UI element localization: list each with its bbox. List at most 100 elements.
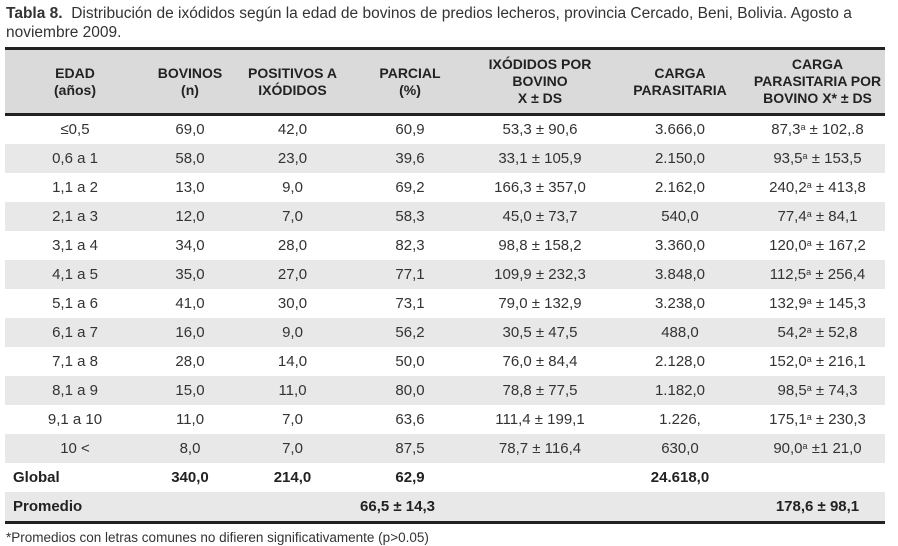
global-bovinos: 340,0 [171, 468, 209, 486]
cell-carga: 2.162,0 [654, 178, 706, 196]
ds-value: ± 84,1 [811, 207, 858, 225]
cell-parcial: 82,3 [395, 236, 425, 254]
table-row: 3,1 a 4 34,0 28,0 82,3 98,8 ± 158,2 3.360,0 12… [5, 231, 885, 260]
cell-positivos: 27,0 [277, 265, 308, 283]
significance-letter: a [806, 411, 812, 422]
cell-edad: 2,1 a 3 [52, 207, 98, 225]
significance-letter: a [806, 237, 812, 248]
cell-parcial: 87,5 [395, 439, 425, 457]
cell-ixodidos: 53,3 ± 90,6 [502, 121, 578, 139]
header-line: BOVINOS [157, 64, 223, 81]
promedio-parcial: 66,5 ± 14,3 [360, 497, 435, 515]
header-line: PARASITARIA [633, 81, 727, 98]
significance-letter: a [802, 440, 808, 451]
cell-ixodidos: 78,8 ± 77,5 [502, 381, 578, 399]
cell-ixodidos: 111,4 ± 199,1 [495, 410, 585, 428]
ds-value: ± 153,5 [807, 149, 862, 167]
header-line: BOVINO X* ± DS [763, 90, 872, 106]
cell-positivos: 9,0 [282, 178, 303, 196]
cell-carga-por-bovino: 152,0a ± 216,1 [750, 347, 885, 376]
cell-parcial: 63,6 [395, 410, 425, 428]
global-carga: 24.618,0 [650, 468, 710, 486]
table-row: 5,1 a 6 41,0 30,0 73,1 79,0 ± 132,9 3.238,0 13… [5, 289, 885, 318]
header-line: (n) [181, 81, 199, 98]
cell-bovinos: 28,0 [175, 352, 205, 370]
header-bovinos: BOVINOS (n) [145, 49, 235, 115]
ds-value: ± 413,8 [811, 178, 866, 196]
cell-carga: 630,0 [661, 439, 699, 457]
ds-value: ± 102,.8 [805, 121, 864, 139]
cell-ixodidos: 76,0 ± 84,4 [502, 352, 578, 370]
table-row: 6,1 a 7 16,0 9,0 56,2 30,5 ± 47,5 488,0 54,2a … [5, 317, 885, 347]
cell-carga-por-bovino: 240,2a ± 413,8 [750, 173, 885, 202]
table-row: 7,1 a 8 28,0 14,0 50,0 76,0 ± 84,4 2.128,0 152… [5, 347, 885, 376]
cell-positivos: 7,0 [282, 207, 303, 225]
cell-ixodidos: 98,8 ± 158,2 [498, 236, 582, 254]
table-row: 9,1 a 10 11,0 7,0 63,6 111,4 ± 199,1 1.226, 17… [5, 405, 885, 434]
cell-carga-por-bovino: 87,3a ± 102,.8 [750, 115, 885, 144]
cell-carga: 1.182,0 [654, 381, 706, 399]
cell-positivos: 7,0 [282, 439, 303, 457]
cell-parcial: 50,0 [395, 352, 425, 370]
cell-carga-por-bovino: 93,5a ± 153,5 [750, 144, 885, 173]
cell-edad: 1,1 a 2 [52, 178, 98, 196]
table-row: 4,1 a 5 35,0 27,0 77,1 109,9 ± 232,3 3.848,0 1… [5, 259, 885, 289]
cell-bovinos: 8,0 [179, 439, 201, 457]
mean-value: 93,5 [773, 149, 803, 167]
promedio-row: Promedio 66,5 ± 14,3 178,6 ± 98,1 [5, 491, 885, 523]
cell-positivos: 11,0 [278, 381, 307, 399]
table-row: 10 < 8,0 7,0 87,5 78,7 ± 116,4 630,0 90,0a ±1 … [5, 433, 885, 463]
significance-letter: a [806, 353, 812, 364]
header-line: POSITIVOS A [248, 64, 337, 81]
cell-carga-por-bovino: 54,2a ± 52,8 [750, 318, 885, 347]
mean-value: 175,1 [769, 410, 807, 428]
mean-value: 120,0 [769, 236, 807, 254]
header-carga-parasitaria: CARGA PARASITARIA [610, 49, 750, 115]
cell-carga: 488,0 [661, 323, 699, 341]
cell-parcial: 39,6 [395, 149, 425, 167]
header-line: BOVINO [512, 73, 568, 89]
mean-value: 112,5 [769, 265, 807, 283]
caption-text: Distribución de ixódidos según la edad d… [6, 5, 852, 41]
caption-label: Tabla 8. [6, 5, 63, 22]
cell-carga-por-bovino: 120,0a ± 167,2 [750, 231, 885, 260]
cell-bovinos: 12,0 [175, 207, 205, 225]
cell-carga: 1.226, [659, 410, 701, 428]
global-positivos: 214,0 [273, 468, 312, 486]
empty-cell [610, 492, 750, 523]
cell-carga-por-bovino: 77,4a ± 84,1 [750, 202, 885, 231]
empty-cell [470, 492, 610, 523]
cell-carga: 3.666,0 [654, 121, 706, 139]
cell-carga: 2.150,0 [654, 149, 706, 167]
empty-cell [470, 463, 610, 492]
cell-bovinos: 15,0 [175, 381, 205, 399]
cell-parcial: 77,1 [395, 265, 425, 283]
cell-bovinos: 35,0 [175, 265, 205, 283]
header-line: (años) [54, 81, 96, 98]
cell-carga: 540,0 [661, 207, 699, 225]
cell-carga-por-bovino: 175,1a ± 230,3 [750, 405, 885, 434]
cell-carga: 2.128,0 [654, 352, 706, 370]
cell-parcial: 73,1 [395, 294, 425, 312]
mean-value: 77,4 [777, 207, 807, 225]
ds-value: ± 216,1 [811, 352, 866, 370]
cell-edad: 8,1 a 9 [52, 381, 98, 399]
header-line: PARCIAL [379, 64, 441, 81]
mean-value: 98,5 [777, 381, 807, 399]
cell-bovinos: 69,0 [175, 121, 205, 139]
header-line: CARGA [791, 56, 844, 72]
promedio-carga-por-bovino: 178,6 ± 98,1 [775, 497, 860, 515]
mean-value: 90,0 [773, 439, 803, 457]
cell-bovinos: 41,0 [175, 294, 205, 312]
cell-edad: 3,1 a 4 [52, 236, 98, 254]
significance-letter: a [806, 266, 812, 277]
cell-ixodidos: 33,1 ± 105,9 [498, 149, 582, 167]
cell-positivos: 42,0 [277, 121, 308, 139]
ds-value: ± 256,4 [811, 265, 866, 283]
ds-value: ± 145,3 [811, 294, 866, 312]
cell-parcial: 69,2 [395, 178, 425, 196]
significance-letter: a [806, 382, 812, 393]
empty-cell [750, 463, 885, 492]
cell-parcial: 56,2 [395, 323, 425, 341]
cell-edad: 7,1 a 8 [52, 352, 98, 370]
